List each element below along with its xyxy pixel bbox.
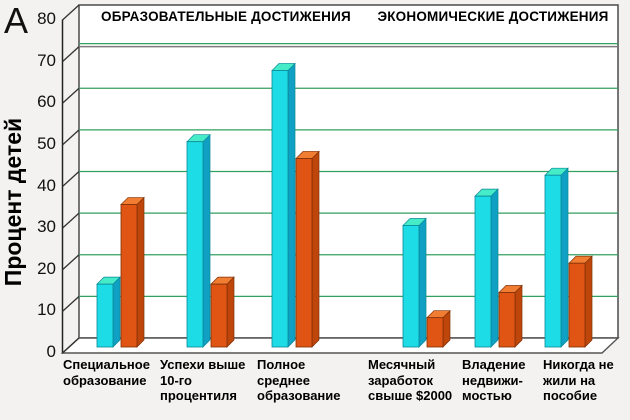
category-label-line: образование: [63, 372, 147, 388]
category-label-2: Полное среднее образование: [257, 357, 341, 404]
y-tick-label-0: 0: [46, 342, 56, 361]
y-tick-label-30: 30: [37, 217, 56, 237]
category-label-line: образование: [257, 388, 341, 403]
bar-orange-5-front: [568, 262, 586, 348]
bar-orange-4-side: [514, 284, 523, 348]
bar-orange-1-front: [210, 283, 228, 348]
category-label-line: Специальное: [63, 357, 150, 372]
bar-cyan-3-front: [402, 225, 420, 348]
category-label-line: Полное: [257, 357, 306, 372]
y-tick-connector-40: [62, 171, 80, 187]
category-label-line: пособие: [543, 388, 598, 403]
bar-cyan-4-side: [490, 188, 499, 348]
bar-orange-0-front: [120, 204, 138, 348]
category-label-5: Никогда не жили на пособие: [543, 357, 614, 404]
bar-cyan-2-front: [271, 70, 289, 348]
bar-orange-4-front: [498, 292, 516, 348]
bar-cyan-3-side: [418, 217, 427, 348]
category-label-3: Месячный заработок свыше $2000: [368, 357, 452, 404]
category-label-line: 10-го: [160, 372, 192, 388]
bar-orange-2-front: [295, 158, 313, 348]
bar-cyan-0-side: [112, 276, 121, 348]
y-tick-connector-50: [62, 129, 80, 146]
y-tick-label-20: 20: [37, 258, 56, 278]
section-header-educational: ОБРАЗОВАТЕЛЬНЫЕ ДОСТИЖЕНИЯ: [101, 9, 351, 24]
y-tick-connector-20: [62, 254, 80, 271]
bar-cyan-5-front: [544, 174, 562, 348]
category-label-line: среднее: [257, 372, 310, 388]
bar-cyan-0-front: [96, 283, 114, 348]
category-label-line: Никогда не: [543, 357, 614, 372]
bar-orange-3-front: [426, 317, 444, 348]
category-label-line: жили на: [543, 372, 596, 388]
y-tick-label-60: 60: [37, 92, 56, 112]
category-label-4: Владение недвижи-мостью: [462, 357, 525, 404]
chart-floor: [60, 337, 620, 354]
panel-label: A: [4, 0, 29, 41]
y-tick-label-70: 70: [37, 50, 56, 70]
y-tick-label-80: 80: [37, 9, 56, 28]
bar-orange-5-side: [584, 255, 593, 348]
y-tick-label-50: 50: [37, 133, 56, 153]
category-label-line: свыше $2000: [368, 388, 453, 403]
y-tick-connector-60: [62, 87, 80, 104]
y-tick-label-40: 40: [37, 175, 56, 195]
bar-cyan-1-side: [202, 133, 211, 348]
y-tick-connector-70: [62, 46, 80, 63]
y-tick-label-10: 10: [37, 300, 56, 320]
category-label-line: процентиля: [160, 388, 238, 403]
bar-orange-2-side: [311, 150, 320, 348]
bar-cyan-4-front: [474, 195, 492, 348]
y-tick-connector-0: [62, 337, 80, 354]
bar-cyan-2-side: [287, 62, 296, 348]
category-label-line: мостью: [462, 388, 512, 403]
category-label-line: недвижи-: [462, 372, 523, 388]
category-label-line: Успехи выше: [160, 357, 246, 372]
bar-orange-0-side: [136, 196, 145, 348]
y-tick-connector-10: [62, 295, 80, 312]
category-label-line: заработок: [368, 372, 433, 388]
category-label-0: Специальное образование: [63, 357, 150, 388]
y-tick-connector-30: [62, 212, 80, 229]
category-label-line: Владение: [462, 357, 526, 372]
category-label-1: Успехи выше 10-го процентиля: [160, 357, 245, 404]
bar-cyan-5-side: [560, 167, 569, 348]
y-axis-title: Процент детей: [0, 117, 26, 287]
category-label-line: Месячный: [368, 357, 436, 372]
y-tick-connector-80: [62, 4, 80, 21]
bar-cyan-1-front: [186, 141, 204, 348]
section-header-economic: ЭКОНОМИЧЕСКИЕ ДОСТИЖЕНИЯ: [377, 9, 609, 24]
bar-orange-1-side: [226, 276, 235, 348]
